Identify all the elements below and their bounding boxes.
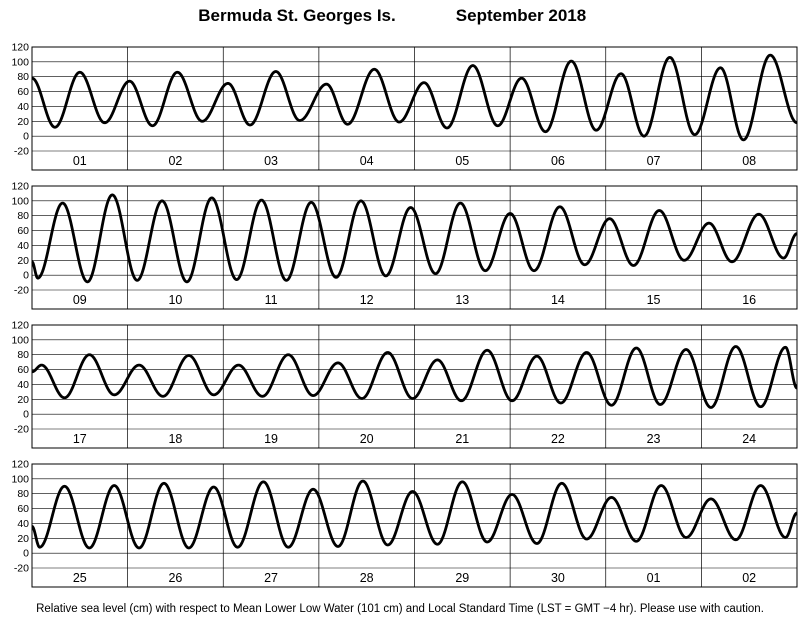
month-title: September 2018: [456, 6, 586, 25]
tide-panel-2: -20 0 20 40 60 80 100 120 09 10 11 12 13 14 15 16: [11, 181, 798, 310]
day-label: 21: [455, 432, 469, 446]
y-tick-label: -20: [14, 285, 29, 297]
y-tick-label: 60: [17, 86, 29, 98]
day-label: 02: [168, 154, 182, 168]
y-tick-label: -20: [14, 563, 29, 575]
y-tick-label: 20: [17, 116, 29, 128]
day-label: 13: [455, 293, 469, 307]
day-label: 28: [360, 571, 374, 585]
tide-panel-1: -20 0 20 40 60 80 100 120 01 02 03 04 05 06 07 08: [11, 42, 798, 171]
y-tick-label: 80: [17, 210, 29, 222]
day-label: 26: [168, 571, 182, 585]
tide-curve: [31, 345, 798, 409]
day-label: 05: [455, 154, 469, 168]
day-label: 24: [742, 432, 756, 446]
day-label: 04: [360, 154, 374, 168]
y-tick-label: 0: [23, 131, 29, 143]
station-title: Bermuda St. Georges Is.: [198, 6, 395, 25]
day-label: 15: [647, 293, 661, 307]
day-label: 10: [168, 293, 182, 307]
plot-frame: [31, 46, 798, 171]
day-label: 16: [742, 293, 756, 307]
y-tick-label: -20: [14, 424, 29, 436]
y-tick-label: 20: [17, 533, 29, 545]
y-tick-label: 80: [17, 488, 29, 500]
day-label: 25: [73, 571, 87, 585]
y-tick-label: 40: [17, 518, 29, 530]
day-label: 02: [742, 571, 756, 585]
day-label: 22: [551, 432, 565, 446]
day-label: 18: [168, 432, 182, 446]
y-tick-label: 120: [11, 181, 29, 193]
plot-frame: [31, 185, 798, 310]
day-label: 12: [360, 293, 374, 307]
plot-frame: [31, 463, 798, 588]
y-tick-label: 100: [11, 56, 29, 68]
y-tick-label: 100: [11, 195, 29, 207]
tide-curve: [31, 479, 798, 550]
y-tick-label: 120: [11, 42, 29, 54]
day-label: 07: [647, 154, 661, 168]
y-tick-label: -20: [14, 146, 29, 158]
y-tick-label: 40: [17, 379, 29, 391]
day-label: 01: [73, 154, 87, 168]
footer-note: Relative sea level (cm) with respect to …: [36, 603, 764, 615]
y-tick-label: 80: [17, 71, 29, 83]
y-tick-label: 120: [11, 320, 29, 332]
day-label: 19: [264, 432, 278, 446]
day-label: 03: [264, 154, 278, 168]
tide-panel-4: -20 0 20 40 60 80 100 120 25 26 27 28 29 30 01 02: [11, 459, 798, 588]
y-tick-label: 40: [17, 101, 29, 113]
y-tick-label: 0: [23, 270, 29, 282]
day-label: 20: [360, 432, 374, 446]
y-tick-label: 40: [17, 240, 29, 252]
day-label: 23: [647, 432, 661, 446]
day-label: 08: [742, 154, 756, 168]
y-tick-label: 0: [23, 409, 29, 421]
y-tick-label: 60: [17, 225, 29, 237]
y-tick-label: 80: [17, 349, 29, 361]
y-tick-label: 100: [11, 473, 29, 485]
day-label: 29: [455, 571, 469, 585]
day-label: 11: [265, 293, 278, 307]
day-label: 30: [551, 571, 565, 585]
y-tick-label: 60: [17, 364, 29, 376]
day-label: 09: [73, 293, 87, 307]
day-label: 06: [551, 154, 565, 168]
tide-curve: [31, 193, 798, 284]
y-tick-label: 0: [23, 548, 29, 560]
y-tick-label: 20: [17, 255, 29, 267]
tide-panel-3: -20 0 20 40 60 80 100 120 17 18 19 20 21 22 23 24: [11, 320, 798, 449]
y-tick-label: 100: [11, 334, 29, 346]
day-label: 17: [73, 432, 87, 446]
tide-curve: [31, 53, 798, 142]
y-tick-label: 20: [17, 394, 29, 406]
day-label: 01: [647, 571, 661, 585]
y-tick-label: 60: [17, 503, 29, 515]
y-tick-label: 120: [11, 459, 29, 471]
day-label: 14: [551, 293, 565, 307]
day-label: 27: [264, 571, 278, 585]
